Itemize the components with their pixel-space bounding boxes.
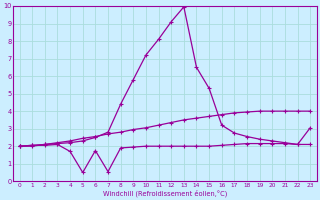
X-axis label: Windchill (Refroidissement éolien,°C): Windchill (Refroidissement éolien,°C)	[103, 189, 227, 197]
